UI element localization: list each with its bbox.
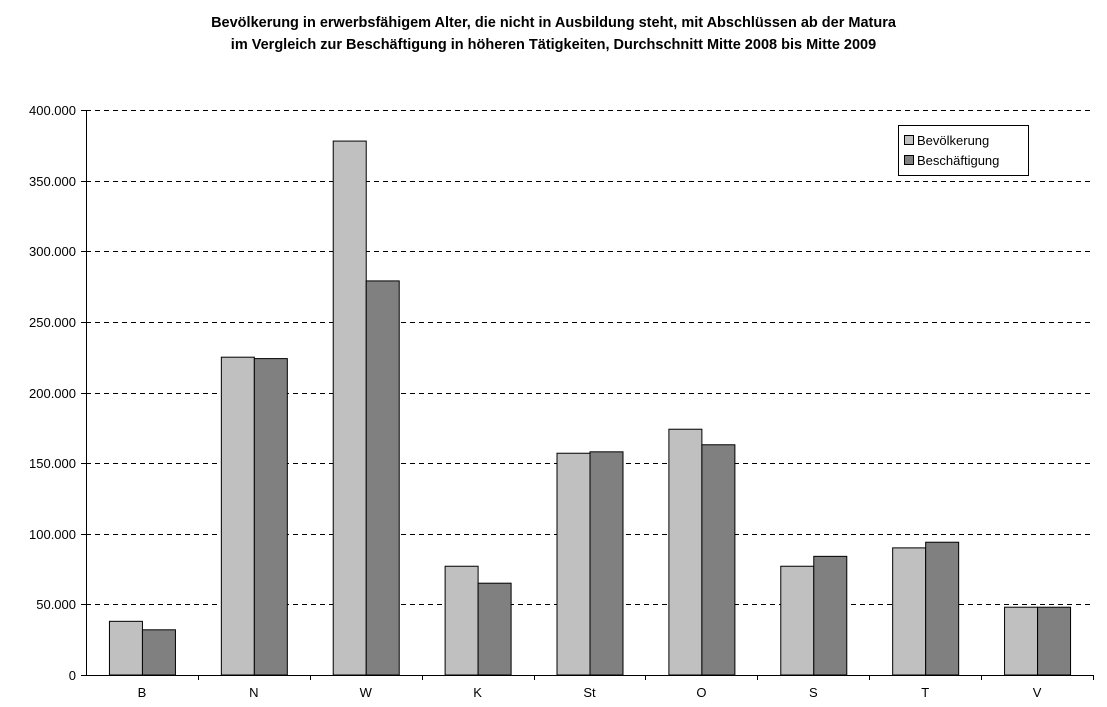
- bar-bevölkerung-k: [444, 565, 479, 676]
- legend-box: [898, 125, 1029, 176]
- x-tick-label: St: [583, 685, 596, 700]
- bar-beschäftigung-v: [1037, 606, 1072, 676]
- x-tick-label: W: [360, 685, 373, 700]
- x-tick-label: N: [249, 685, 258, 700]
- legend-swatch-beschäftigung: [904, 155, 914, 165]
- y-tick-label: 0: [69, 668, 76, 683]
- y-tick-label: 300.000: [29, 244, 76, 259]
- x-tick-label: T: [921, 685, 929, 700]
- bar-beschäftigung-w: [365, 280, 400, 676]
- bar-bevölkerung-s: [780, 565, 815, 676]
- bar-beschäftigung-o: [701, 444, 736, 676]
- y-tick-label: 150.000: [29, 456, 76, 471]
- bar-bevölkerung-st: [556, 452, 591, 676]
- x-tick-label: S: [809, 685, 818, 700]
- legend-swatch-bevölkerung: [904, 135, 914, 145]
- bar-beschäftigung-b: [141, 629, 176, 676]
- y-tick-label: 350.000: [29, 174, 76, 189]
- y-tick-label: 50.000: [36, 597, 76, 612]
- bar-bevölkerung-t: [892, 547, 927, 676]
- y-tick-label: 200.000: [29, 386, 76, 401]
- bar-bevölkerung-w: [332, 140, 367, 676]
- legend-label-beschäftigung: Beschäftigung: [917, 153, 999, 168]
- bar-beschäftigung-s: [813, 555, 848, 676]
- y-tick-label: 250.000: [29, 315, 76, 330]
- legend-label-bevölkerung: Bevölkerung: [917, 133, 989, 148]
- bar-bevölkerung-b: [108, 620, 143, 676]
- chart-title-line-1: Bevölkerung in erwerbsfähigem Alter, die…: [211, 15, 896, 31]
- bar-beschäftigung-st: [589, 451, 624, 676]
- x-tick-label: O: [696, 685, 706, 700]
- chart-title: Bevölkerung in erwerbsfähigem Alter, die…: [0, 12, 1107, 56]
- bar-beschäftigung-n: [253, 358, 288, 676]
- x-tick-label: V: [1033, 685, 1042, 700]
- x-tick-label: B: [138, 685, 147, 700]
- bar-beschäftigung-t: [925, 541, 960, 676]
- y-tick-label: 100.000: [29, 527, 76, 542]
- bar-bevölkerung-o: [668, 428, 703, 676]
- chart-title-line-2: im Vergleich zur Beschäftigung in höhere…: [230, 37, 877, 53]
- bar-bevölkerung-v: [1004, 606, 1039, 676]
- y-tick-label: 400.000: [29, 103, 76, 118]
- bar-beschäftigung-k: [477, 582, 512, 676]
- x-tick-label: K: [473, 685, 482, 700]
- bar-bevölkerung-n: [220, 356, 255, 676]
